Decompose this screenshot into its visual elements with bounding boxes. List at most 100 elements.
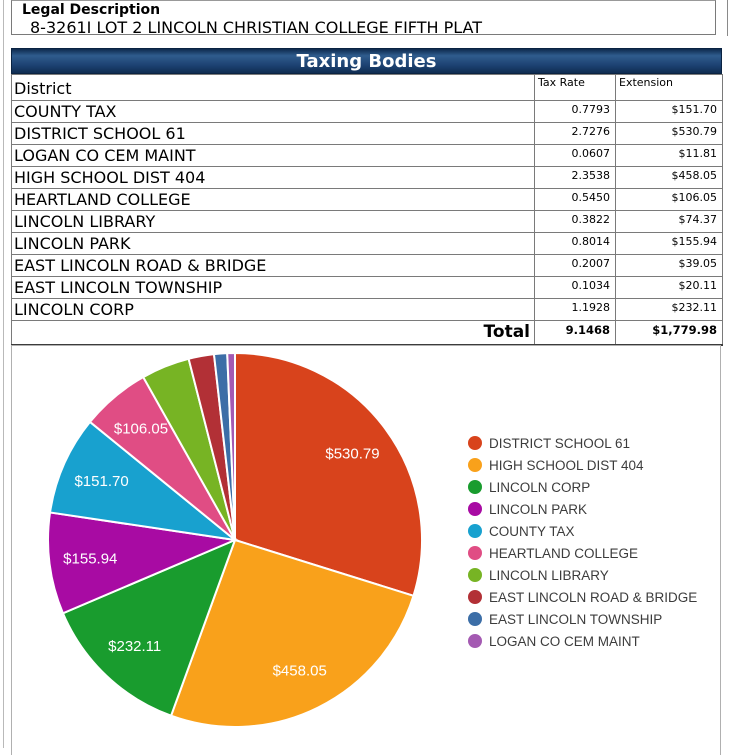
district-cell: HEARTLAND COLLEGE — [11, 188, 535, 211]
legend-item-district-school-61[interactable]: DISTRICT SCHOOL 61 — [468, 432, 697, 454]
legend-label: EAST LINCOLN ROAD & BRIDGE — [489, 589, 698, 605]
tax-rate-cell: 0.7793 — [534, 100, 616, 123]
district-cell: LINCOLN LIBRARY — [11, 210, 535, 233]
district-cell: COUNTY TAX — [11, 100, 535, 123]
legend-color-dot — [468, 546, 482, 560]
legal-description-title: Legal Description — [22, 2, 161, 18]
extension-cell: $151.70 — [615, 100, 723, 123]
pie-slice-county-tax[interactable] — [48, 420, 239, 542]
district-cell: EAST LINCOLN ROAD & BRIDGE — [11, 254, 535, 277]
extension-cell: $11.81 — [615, 144, 723, 167]
tax-distribution-chart-panel: $530.79 $458.05 $232.11 $155.94 $151.70 $106.… — [11, 345, 721, 755]
tax-rate-cell: 0.1034 — [534, 276, 616, 299]
legend-item-east-lincoln-road-bridge[interactable]: EAST LINCOLN ROAD & BRIDGE — [468, 586, 697, 608]
table-row: LOGAN CO CEM MAINT 0.0607 $11.81 — [11, 144, 723, 167]
legend-color-dot — [468, 590, 482, 604]
tax-rate-cell: 0.8014 — [534, 232, 616, 255]
tax-rate-cell: 0.3822 — [534, 210, 616, 233]
legend-color-dot — [468, 458, 482, 472]
pie-slice-value-label: $155.94 — [63, 551, 117, 568]
legend-label: HIGH SCHOOL DIST 404 — [489, 457, 644, 473]
legend-color-dot — [468, 612, 482, 626]
district-cell: LINCOLN PARK — [11, 232, 535, 255]
pie-slice-district-school-61[interactable] — [234, 351, 423, 598]
pie-slice-lincoln-park[interactable] — [47, 511, 239, 615]
pie-slice-value-label: $106.05 — [114, 421, 168, 438]
legal-description-panel: Legal Description 8-3261I LOT 2 LINCOLN … — [11, 0, 716, 37]
taxing-bodies-header: Taxing Bodies — [11, 48, 722, 74]
pie-slice-value-label: $151.70 — [74, 473, 128, 490]
pie-slice-lincoln-corp[interactable] — [61, 538, 237, 718]
district-cell: DISTRICT SCHOOL 61 — [11, 122, 535, 145]
legend-item-lincoln-corp[interactable]: LINCOLN CORP — [468, 476, 697, 498]
legend-item-east-lincoln-township[interactable]: EAST LINCOLN TOWNSHIP — [468, 608, 697, 630]
page-right-border — [727, 0, 728, 36]
pie-slice-high-school-dist-404[interactable] — [169, 538, 415, 728]
tax-rate-cell: 2.7276 — [534, 122, 616, 145]
legend-item-lincoln-park[interactable]: LINCOLN PARK — [468, 498, 697, 520]
pie-slice-logan-co-cem-maint[interactable] — [226, 351, 236, 541]
table-row: HEARTLAND COLLEGE 0.5450 $106.05 — [11, 188, 723, 211]
legend-label: LINCOLN CORP — [489, 479, 591, 495]
legend-label: COUNTY TAX — [489, 523, 575, 539]
district-cell: HIGH SCHOOL DIST 404 — [11, 166, 535, 189]
legend-label: LINCOLN LIBRARY — [489, 567, 609, 583]
chart-legend: DISTRICT SCHOOL 61 HIGH SCHOOL DIST 404 LI… — [468, 432, 697, 652]
table-row: DISTRICT SCHOOL 61 2.7276 $530.79 — [11, 122, 723, 145]
legend-color-dot — [468, 634, 482, 648]
table-total-row: Total 9.1468 $1,779.98 — [11, 320, 723, 346]
legend-color-dot — [468, 502, 482, 516]
tax-rate-cell: 2.3538 — [534, 166, 616, 189]
extension-cell: $530.79 — [615, 122, 723, 145]
tax-rate-cell: 0.5450 — [534, 188, 616, 211]
column-header-district: District — [11, 74, 535, 101]
legend-color-dot — [468, 568, 482, 582]
legend-color-dot — [468, 524, 482, 538]
legend-label: LINCOLN PARK — [489, 501, 588, 517]
table-row: LINCOLN PARK 0.8014 $155.94 — [11, 232, 723, 255]
table-row: LINCOLN LIBRARY 0.3822 $74.37 — [11, 210, 723, 233]
extension-cell: $155.94 — [615, 232, 723, 255]
legend-item-heartland-college[interactable]: HEARTLAND COLLEGE — [468, 542, 697, 564]
extension-cell: $39.05 — [615, 254, 723, 277]
column-header-extension: Extension — [615, 74, 723, 101]
pie-slice-value-label: $530.79 — [325, 446, 379, 463]
legal-description-value: 8-3261I LOT 2 LINCOLN CHRISTIAN COLLEGE … — [30, 18, 482, 37]
page-left-border — [3, 0, 4, 748]
legend-color-dot — [468, 436, 482, 450]
legend-label: LOGAN CO CEM MAINT — [489, 633, 640, 649]
legend-label: DISTRICT SCHOOL 61 — [489, 435, 631, 451]
extension-cell: $106.05 — [615, 188, 723, 211]
legend-label: HEARTLAND COLLEGE — [489, 545, 639, 561]
tax-rate-cell: 0.0607 — [534, 144, 616, 167]
legend-item-lincoln-library[interactable]: LINCOLN LIBRARY — [468, 564, 697, 586]
column-header-tax-rate: Tax Rate — [534, 74, 616, 101]
taxing-bodies-table: District Tax Rate Extension COUNTY TAX 0… — [11, 74, 723, 346]
pie-slice-value-label: $458.05 — [273, 663, 327, 680]
legend-item-logan-co-cem-maint[interactable]: LOGAN CO CEM MAINT — [468, 630, 697, 652]
legend-color-dot — [468, 480, 482, 494]
legend-item-high-school-dist-404[interactable]: HIGH SCHOOL DIST 404 — [468, 454, 697, 476]
taxing-bodies-section: Taxing Bodies District Tax Rate Extensio… — [11, 48, 723, 346]
legend-item-county-tax[interactable]: COUNTY TAX — [468, 520, 697, 542]
table-header-row: District Tax Rate Extension — [11, 74, 723, 101]
total-tax-rate: 9.1468 — [534, 320, 616, 346]
district-cell: LOGAN CO CEM MAINT — [11, 144, 535, 167]
table-row: HIGH SCHOOL DIST 404 2.3538 $458.05 — [11, 166, 723, 189]
extension-cell: $232.11 — [615, 298, 723, 321]
total-extension: $1,779.98 — [615, 320, 723, 346]
total-label: Total — [11, 320, 535, 346]
table-row: EAST LINCOLN TOWNSHIP 0.1034 $20.11 — [11, 276, 723, 299]
pie-slice-value-label: $232.11 — [108, 638, 161, 655]
tax-rate-cell: 1.1928 — [534, 298, 616, 321]
table-row: LINCOLN CORP 1.1928 $232.11 — [11, 298, 723, 321]
tax-rate-cell: 0.2007 — [534, 254, 616, 277]
table-row: COUNTY TAX 0.7793 $151.70 — [11, 100, 723, 123]
extension-cell: $20.11 — [615, 276, 723, 299]
extension-cell: $458.05 — [615, 166, 723, 189]
district-cell: LINCOLN CORP — [11, 298, 535, 321]
pie-chart: $530.79 $458.05 $232.11 $155.94 $151.70 $106.… — [47, 351, 423, 728]
legend-label: EAST LINCOLN TOWNSHIP — [489, 611, 663, 627]
table-row: EAST LINCOLN ROAD & BRIDGE 0.2007 $39.05 — [11, 254, 723, 277]
